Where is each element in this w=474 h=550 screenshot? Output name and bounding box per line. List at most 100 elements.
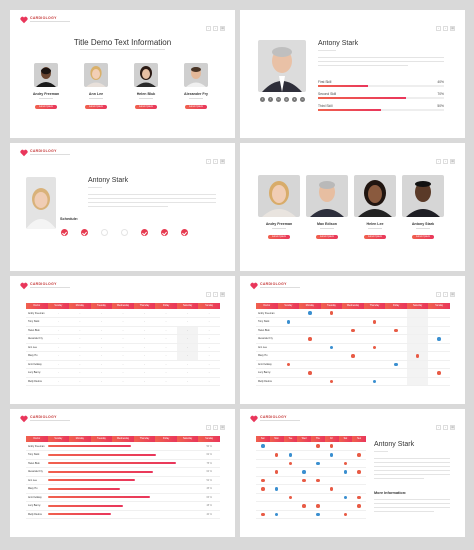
check-icon[interactable]	[100, 229, 108, 236]
status-dot[interactable]	[343, 461, 348, 465]
status-dot[interactable]	[316, 512, 320, 516]
status-dot[interactable]	[329, 311, 334, 315]
table-row[interactable]	[256, 467, 366, 477]
column-header[interactable]: Friday	[155, 436, 177, 442]
grid-icon[interactable]: ▦	[450, 159, 455, 164]
table-row[interactable]	[256, 484, 366, 494]
status-dot[interactable]	[316, 444, 320, 448]
table-row[interactable]: Lucy Banny 48 %	[26, 501, 220, 511]
column-header[interactable]: Wednesday	[342, 303, 364, 309]
column-header[interactable]: Thu	[311, 436, 325, 442]
status-dot[interactable]	[288, 495, 293, 499]
right-arrow-icon[interactable]: ›	[213, 292, 218, 297]
grid-icon[interactable]: ▦	[220, 159, 225, 164]
column-header[interactable]: Friday	[155, 303, 177, 309]
table-row[interactable]	[256, 442, 366, 451]
status-dot[interactable]	[274, 512, 279, 516]
slide-table-dots[interactable]: CARDIOLOGY ‹ › ▦ Doctor Sunday Monday Tuesday…	[240, 276, 465, 404]
status-dot[interactable]	[261, 444, 265, 448]
table-row[interactable]	[256, 450, 366, 460]
status-dot[interactable]	[302, 504, 306, 508]
column-header[interactable]: Friday	[385, 303, 407, 309]
grid-icon[interactable]: ▦	[450, 425, 455, 430]
column-header[interactable]: Tue	[283, 436, 298, 442]
table-row[interactable]: Helen Bluk	[256, 326, 450, 335]
table-row[interactable]: Melly Dietrus 40 %	[26, 510, 220, 519]
skype-icon[interactable]: s	[292, 97, 297, 102]
left-arrow-icon[interactable]: ‹	[206, 292, 211, 297]
table-row[interactable]: Helen Bluk 75 %	[26, 459, 220, 468]
status-dot[interactable]	[286, 320, 291, 324]
table-row[interactable]: Lucy Banny - - - - - - - -	[26, 368, 220, 378]
status-dot[interactable]	[261, 478, 265, 482]
check-icon[interactable]	[180, 229, 188, 236]
status-dot[interactable]	[261, 487, 265, 491]
table-row[interactable]	[256, 510, 366, 519]
left-arrow-icon[interactable]: ‹	[436, 159, 441, 164]
status-dot[interactable]	[288, 453, 293, 457]
slide-table-plain[interactable]: CARDIOLOGY ‹ › ▦ Doctor Sunday Monday Tuesday…	[10, 276, 235, 404]
column-header[interactable]: Wednesday	[112, 303, 134, 309]
dribbble-icon[interactable]: ◎	[284, 97, 289, 102]
status-dot[interactable]	[329, 453, 334, 457]
column-header[interactable]: Thursday	[363, 303, 386, 309]
slide-title-demo[interactable]: CARDIOLOGY ‹ › ▦ Title Demo Text Informati…	[10, 10, 235, 138]
table-row[interactable]: Anni Kellway	[256, 360, 450, 369]
table-row[interactable]: Ann Lee	[256, 343, 450, 352]
twitter-icon[interactable]: t	[260, 97, 265, 102]
table-row[interactable]: Tony Stark	[256, 317, 450, 327]
status-dot[interactable]	[351, 354, 355, 358]
status-dot[interactable]	[316, 504, 320, 508]
table-row[interactable]: Alexander Fry	[256, 334, 450, 344]
column-header[interactable]: Wed	[297, 436, 311, 442]
column-header[interactable]: Sunday	[428, 303, 450, 309]
column-header[interactable]: Saturday	[176, 436, 199, 442]
status-dot[interactable]	[286, 362, 291, 366]
column-header[interactable]: Wednesday	[112, 436, 134, 442]
column-header[interactable]: Sat	[338, 436, 353, 442]
table-row[interactable]: Ann Lee - - - - - - - -	[26, 343, 220, 352]
slide-profile-skills[interactable]: ‹ › ▦ Antony Stark First Skill 40% Second …	[240, 10, 465, 138]
column-header[interactable]: Saturday	[406, 303, 429, 309]
status-dot[interactable]	[372, 379, 377, 383]
table-row[interactable]	[256, 501, 366, 511]
left-arrow-icon[interactable]: ‹	[436, 292, 441, 297]
table-row[interactable]: Helen Bluk - - - - - - - -	[26, 326, 220, 335]
member-button[interactable]: Lorem Ipsum	[135, 105, 157, 109]
table-row[interactable]	[256, 459, 366, 468]
column-header[interactable]: Monday	[299, 303, 321, 309]
right-arrow-icon[interactable]: ›	[443, 292, 448, 297]
member-button[interactable]: Lorem Ipsum	[185, 105, 207, 109]
table-row[interactable]: Anni Kellway 63 %	[26, 493, 220, 502]
table-row[interactable]: Maxy Ho	[256, 351, 450, 361]
right-arrow-icon[interactable]: ›	[213, 26, 218, 31]
column-header[interactable]: Sunday	[47, 303, 70, 309]
status-dot[interactable]	[372, 345, 377, 349]
column-header[interactable]: Tuesday	[90, 303, 113, 309]
status-dot[interactable]	[329, 487, 334, 491]
column-header[interactable]: Fri	[324, 436, 339, 442]
member-button[interactable]: Lorem Ipsum	[316, 235, 338, 239]
column-header[interactable]: Sunday	[198, 303, 220, 309]
check-icon[interactable]	[140, 229, 148, 236]
table-row[interactable]	[256, 493, 366, 502]
table-row[interactable]: Tony Stark - - - - - - - -	[26, 317, 220, 327]
column-header[interactable]: Sun	[352, 436, 366, 442]
status-dot[interactable]	[394, 362, 398, 366]
right-arrow-icon[interactable]: ›	[213, 425, 218, 430]
status-dot[interactable]	[357, 470, 361, 474]
status-dot[interactable]	[343, 470, 348, 474]
left-arrow-icon[interactable]: ‹	[206, 159, 211, 164]
link-icon[interactable]: ∞	[300, 97, 305, 102]
status-dot[interactable]	[261, 512, 265, 516]
column-header[interactable]: Sunday	[47, 436, 70, 442]
status-dot[interactable]	[394, 328, 398, 332]
left-arrow-icon[interactable]: ‹	[436, 26, 441, 31]
right-arrow-icon[interactable]: ›	[443, 425, 448, 430]
table-row[interactable]: Lucy Banny	[256, 368, 450, 378]
status-dot[interactable]	[308, 371, 312, 375]
column-header[interactable]: Tuesday	[90, 436, 113, 442]
check-icon[interactable]	[120, 229, 128, 236]
member-button[interactable]: Lorem Ipsum	[85, 105, 107, 109]
column-header[interactable]: Monday	[69, 303, 91, 309]
